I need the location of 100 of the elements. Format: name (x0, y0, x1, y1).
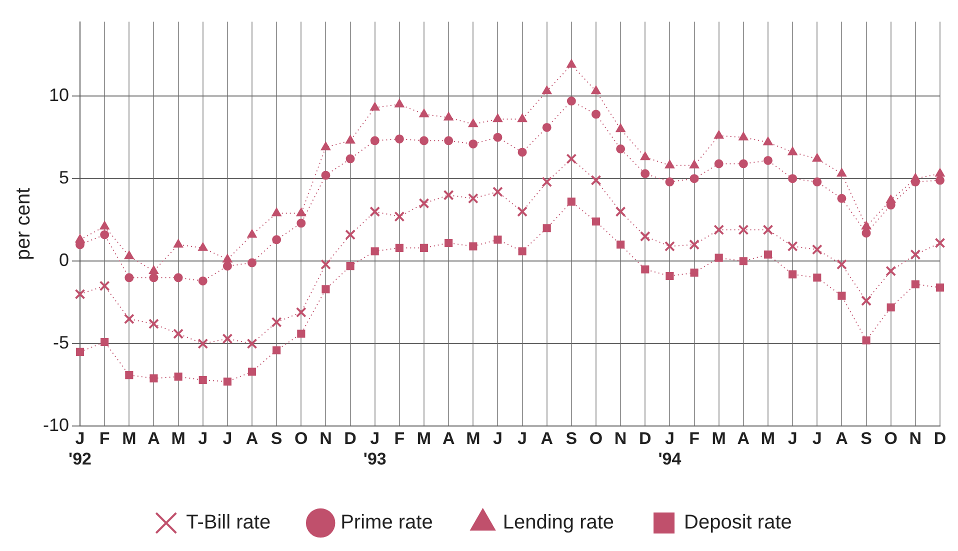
legend-label: Deposit rate (684, 512, 792, 534)
point (910, 249, 921, 260)
point (566, 59, 576, 68)
point (222, 333, 233, 344)
x-tick-label: J (518, 429, 528, 448)
point (788, 270, 797, 278)
point (862, 336, 870, 344)
point (714, 130, 724, 139)
y-tick-label: -5 (53, 332, 70, 353)
point (345, 229, 356, 240)
point (861, 296, 872, 306)
point (76, 348, 84, 356)
point (468, 118, 478, 128)
point (248, 258, 257, 268)
point (812, 153, 822, 162)
point (394, 211, 405, 222)
point (248, 368, 256, 376)
point (320, 142, 331, 150)
x-tick-label: J (222, 429, 232, 448)
point (173, 328, 184, 340)
point (936, 284, 944, 292)
point (394, 134, 404, 144)
point (640, 152, 650, 160)
point (936, 176, 944, 185)
point (861, 220, 872, 230)
point (517, 206, 528, 217)
point (346, 262, 354, 270)
point (322, 285, 330, 294)
point (345, 135, 356, 144)
point (100, 338, 109, 346)
x-tick-label: A (148, 429, 160, 448)
x-tick-label: A (836, 429, 848, 448)
x-tick-label: J '94 (658, 429, 682, 468)
point (764, 156, 773, 165)
point (837, 194, 846, 203)
point (370, 206, 380, 217)
point (935, 168, 945, 177)
point (911, 280, 920, 288)
point (664, 160, 675, 168)
point (738, 224, 749, 236)
point (542, 86, 552, 94)
point (247, 229, 257, 238)
point (124, 250, 134, 260)
point (517, 114, 528, 122)
point (222, 262, 232, 271)
point (886, 194, 896, 204)
point (836, 259, 847, 270)
x-tick-label: D (639, 429, 652, 448)
x-tick-label: J (812, 429, 822, 448)
point (787, 241, 798, 252)
point (763, 136, 773, 146)
x-tick-label: A (540, 429, 554, 448)
point (174, 372, 182, 381)
y-axis-title: per cent (12, 187, 35, 260)
x-tick-label: M (171, 429, 186, 448)
point (222, 254, 232, 262)
point (272, 346, 281, 354)
x-tick-label: M (416, 429, 432, 448)
point (246, 338, 258, 349)
x-tick-label: N (320, 429, 332, 448)
x-tick-label: F (99, 429, 110, 448)
point (738, 159, 748, 168)
x-tick-label: O (294, 429, 308, 448)
x-tick-label: A (737, 429, 750, 448)
point (469, 242, 478, 250)
y-tick-label: -10 (43, 415, 70, 436)
point (567, 198, 576, 206)
point (542, 176, 552, 188)
legend-label: Lending rate (502, 512, 614, 534)
point (492, 186, 503, 198)
point (592, 110, 601, 119)
x-tick-label: J '92 (68, 429, 92, 468)
point (420, 244, 428, 252)
point (124, 314, 134, 324)
x-tick-label: M (466, 429, 480, 448)
point (566, 96, 576, 106)
y-tick-label: 0 (59, 250, 70, 270)
point (518, 247, 526, 256)
point (100, 220, 110, 230)
x-tick-label: S (566, 429, 578, 448)
x-tick-label: S (270, 429, 282, 448)
point (296, 218, 306, 228)
point (320, 259, 331, 270)
legend-label: T-Bill rate (186, 512, 271, 534)
point (616, 240, 625, 249)
point (444, 238, 453, 248)
point (100, 230, 110, 240)
point (739, 257, 748, 266)
y-tick-label: 10 (48, 85, 70, 106)
x-tick-label: S (860, 429, 872, 448)
point (812, 244, 822, 255)
point (271, 316, 282, 328)
point (641, 265, 650, 274)
point (493, 132, 502, 142)
point (75, 234, 85, 243)
x-tick-label: J '93 (363, 429, 386, 468)
point (443, 190, 454, 200)
x-tick-label: N (909, 429, 922, 448)
point (420, 136, 429, 146)
point (665, 177, 674, 186)
